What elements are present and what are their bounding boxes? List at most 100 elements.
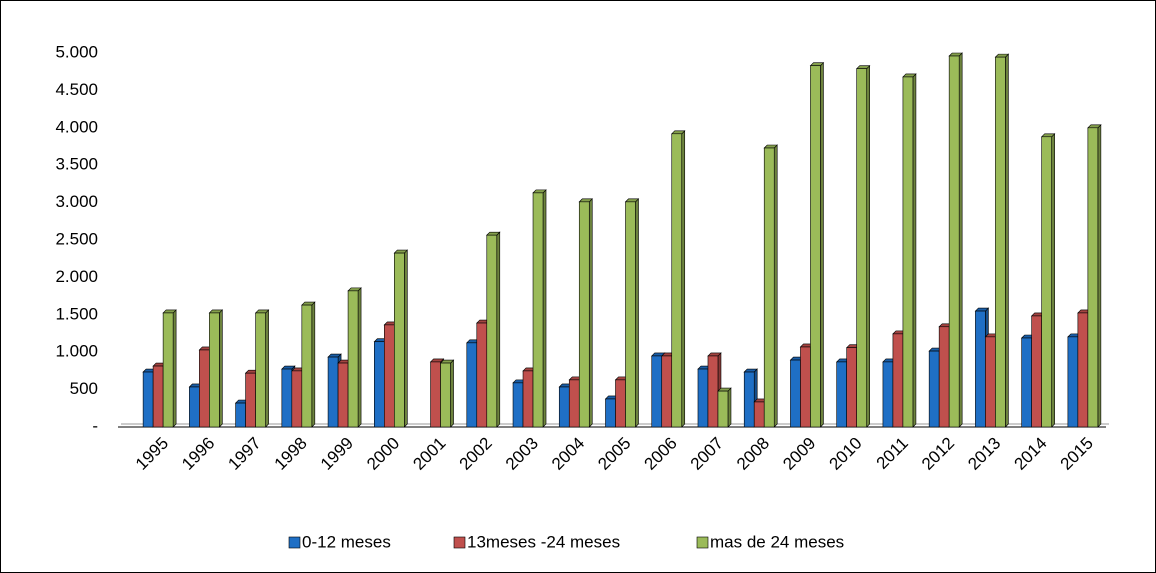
bar-side — [820, 61, 824, 428]
bar-front — [512, 382, 524, 428]
bar-front — [162, 312, 174, 428]
y-tick-label: 5.000 — [55, 42, 98, 61]
bar-front — [1067, 336, 1079, 428]
bar-side — [357, 287, 362, 428]
bar — [717, 387, 732, 428]
bar-side — [1005, 53, 1009, 428]
y-tick-label: 2.500 — [55, 229, 98, 248]
bar-front — [476, 322, 488, 428]
bar-front — [790, 359, 801, 428]
bar-front — [763, 147, 775, 428]
bar-side — [912, 73, 917, 428]
bar — [1087, 124, 1102, 428]
bar — [1040, 133, 1056, 428]
bar-front — [384, 324, 395, 428]
bar-front — [558, 386, 570, 428]
legend-label: 13meses -24 meses — [467, 532, 620, 551]
bar-front — [856, 68, 867, 428]
bar-front — [753, 401, 765, 428]
bar — [855, 64, 871, 428]
bar-front — [568, 379, 580, 428]
y-tick-label: 4.500 — [55, 80, 98, 99]
bar-front — [578, 201, 590, 428]
bar-front — [189, 386, 200, 428]
bar-front — [466, 342, 478, 428]
bar-front — [291, 370, 303, 428]
bar-front — [810, 65, 821, 428]
legend-label: mas de 24 meses — [710, 532, 844, 551]
bar-side — [542, 189, 547, 428]
bar-side — [265, 309, 269, 428]
bar-front — [800, 346, 811, 428]
bar-front — [374, 341, 385, 428]
bar-front — [142, 371, 154, 428]
bar — [948, 52, 963, 428]
bar-front — [975, 310, 986, 428]
bar-front — [846, 347, 857, 428]
bar — [393, 249, 409, 428]
bar — [994, 53, 1010, 428]
bar-front — [651, 355, 663, 428]
legend-swatch — [453, 536, 466, 549]
bar-front — [245, 372, 256, 428]
bar — [532, 189, 547, 428]
bar-front — [522, 370, 534, 428]
bar — [624, 198, 640, 428]
y-tick-label: 4.000 — [55, 117, 98, 136]
bar-front — [995, 56, 1006, 428]
bar-side — [681, 130, 686, 428]
bar-front — [152, 365, 164, 428]
bar-front — [625, 201, 636, 428]
bar — [763, 144, 778, 428]
bar-front — [1077, 312, 1089, 428]
bar — [347, 287, 362, 428]
bar-side — [219, 309, 223, 428]
bar-front — [209, 312, 220, 428]
bar-side — [450, 359, 454, 428]
bar-side — [1097, 124, 1102, 428]
y-tick-label: 3.000 — [55, 192, 98, 211]
legend-swatch — [696, 536, 709, 549]
bar-front — [892, 333, 904, 428]
bar-front — [235, 402, 246, 428]
bar — [578, 198, 593, 428]
bar-side — [172, 309, 177, 428]
bar — [439, 359, 455, 428]
bar — [254, 309, 270, 428]
bar-side — [866, 64, 870, 428]
bar-front — [532, 192, 544, 428]
bar-front — [605, 398, 616, 428]
bar-front — [337, 362, 349, 428]
bar-front — [671, 133, 683, 428]
bar-front — [948, 55, 960, 428]
bar-side — [404, 249, 408, 428]
bar-front — [985, 336, 996, 428]
bar-side — [1051, 133, 1055, 428]
bar-front — [347, 290, 359, 428]
bar — [809, 61, 825, 428]
legend-swatch — [288, 536, 301, 549]
bar-front — [615, 379, 626, 428]
bar-front — [281, 368, 293, 428]
bar — [486, 231, 501, 428]
y-tick-label: - — [92, 416, 98, 435]
bar — [902, 73, 917, 428]
bar-front — [938, 326, 950, 428]
bar-front — [1021, 337, 1032, 428]
bar-front — [882, 361, 894, 428]
bar-side — [773, 144, 778, 428]
bar-side — [635, 198, 639, 428]
bar-front — [1031, 315, 1042, 428]
bar-side — [496, 231, 501, 428]
bar-front — [255, 312, 266, 428]
y-tick-label: 1.500 — [55, 304, 98, 323]
bar — [301, 301, 316, 428]
bar-front — [836, 361, 847, 428]
bar-front — [1041, 136, 1052, 428]
bar-front — [301, 304, 313, 428]
bar — [208, 309, 224, 428]
y-tick-label: 500 — [70, 379, 98, 398]
bar-front — [902, 76, 914, 428]
